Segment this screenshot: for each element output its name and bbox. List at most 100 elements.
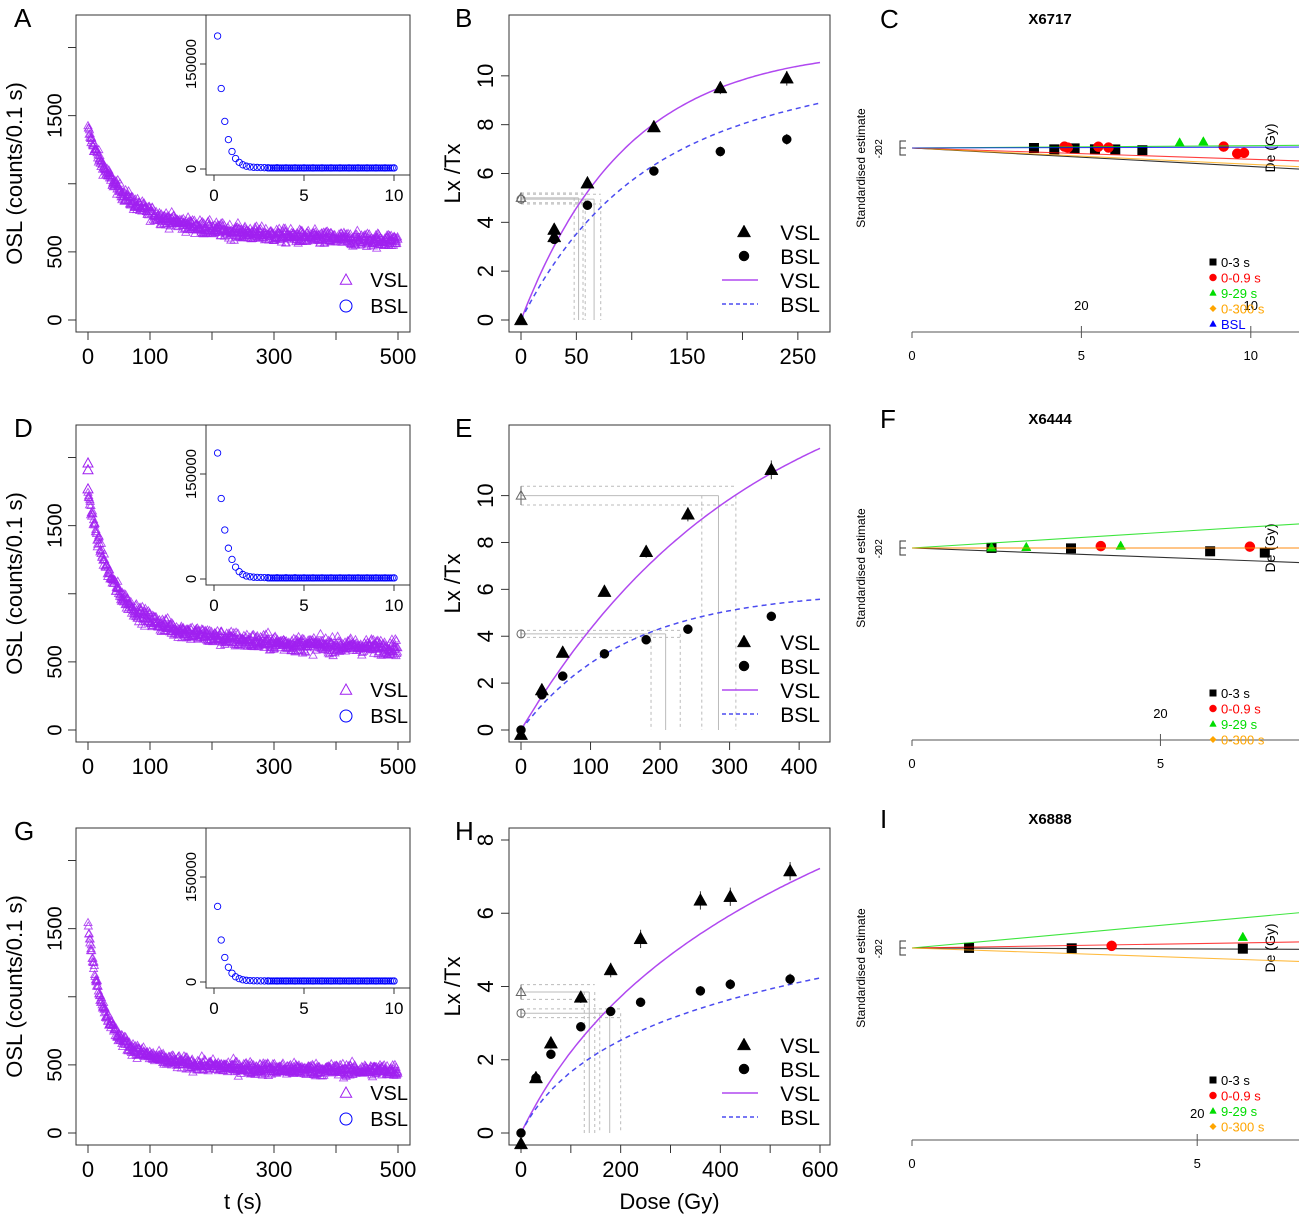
inset-data-point (365, 977, 373, 985)
data-point (1137, 145, 1148, 156)
inset-data-point (345, 164, 353, 172)
y-tick-label: 8 (473, 119, 498, 131)
inset-data-point (329, 164, 337, 172)
inset-data-point (287, 164, 295, 172)
data-point (1244, 541, 1256, 552)
inset-data-point (352, 977, 360, 985)
inset-data-point (271, 977, 279, 985)
legend-label: 0-3 s (1221, 255, 1250, 270)
data-point (223, 233, 234, 242)
data-point (366, 634, 377, 643)
precision-tick-label: 5 (1078, 348, 1085, 363)
x-tick-label: 0 (515, 1157, 527, 1182)
y-tick-label: 0 (473, 314, 498, 326)
data-point (1110, 144, 1121, 155)
x-tick-label: 600 (802, 1157, 839, 1182)
inset-data-point (264, 574, 272, 582)
legend-marker (339, 1112, 353, 1126)
data-point (164, 224, 174, 233)
inset-data-point (381, 164, 389, 172)
y-tick-label: 0 (44, 1127, 66, 1138)
inset-y-tick-label: 150000 (183, 449, 200, 499)
inset-data-point (372, 977, 380, 985)
inset-data-point (224, 544, 233, 552)
inset-data-point (347, 574, 355, 582)
data-point (782, 134, 792, 145)
inset-data-point (327, 574, 335, 582)
inset-data-point (339, 164, 348, 172)
inset-data-point (363, 164, 371, 172)
data-point (516, 1128, 526, 1138)
data-point (280, 223, 290, 232)
precision-tick-label: 5 (1194, 1156, 1201, 1171)
x-tick-label: 200 (602, 1157, 639, 1182)
x-tick-label: 300 (256, 754, 293, 779)
inset-data-point (352, 574, 360, 582)
legend-label: 9-29 s (1221, 286, 1258, 301)
data-point (89, 960, 100, 969)
legend-label: 0-300 s (1221, 302, 1265, 317)
data-point (154, 207, 165, 217)
x-tick-label: 100 (132, 754, 169, 779)
data-point (1218, 141, 1229, 152)
data-point (103, 1009, 114, 1019)
legend-marker (736, 1037, 752, 1051)
data-point (83, 921, 94, 930)
data-point (374, 643, 384, 652)
inset-data-point (273, 164, 281, 172)
y-tick-label: 0 (874, 545, 885, 551)
group-0-300-s (912, 547, 1299, 549)
inset-data-point (334, 977, 342, 985)
central-line (911, 147, 1299, 170)
data-point (725, 979, 736, 990)
inset-data-point (323, 977, 331, 985)
data-point (1205, 546, 1216, 557)
y-tick-label: 4 (473, 980, 498, 992)
data-point (208, 1053, 218, 1063)
data-point (89, 957, 99, 966)
series-bsl (516, 973, 795, 1138)
inset-data-point (275, 574, 283, 582)
inset-data-point (350, 164, 358, 172)
rse-tick-label: 20 (1153, 706, 1167, 721)
data-point (580, 175, 595, 189)
data-point (214, 227, 225, 236)
y-tick-label: 0 (473, 724, 498, 736)
inset-x-tick-label: 10 (385, 999, 404, 1018)
inset-data-point (276, 164, 285, 172)
inset-data-point (249, 163, 258, 171)
inset-data-point (302, 977, 310, 985)
fit-curve-bsl (520, 977, 821, 1134)
inset-data-point (221, 953, 229, 962)
data-point (112, 576, 123, 585)
inset-data-point (379, 977, 387, 985)
inset-data-point (375, 164, 384, 172)
data-point (1021, 541, 1032, 551)
inset-data-point (359, 574, 367, 582)
data-point (308, 1060, 318, 1069)
inset-data-point (291, 574, 299, 582)
inset-data-point (231, 973, 240, 981)
y-tick-label: 2 (473, 265, 498, 277)
inset-y-tick-label: 150000 (183, 39, 200, 89)
data-point (100, 1003, 110, 1013)
inset-data-point (321, 164, 330, 172)
legend-label: BSL (1221, 317, 1246, 332)
inset-data-point (267, 164, 276, 172)
inset-data-point (311, 574, 319, 582)
data-point (392, 1066, 403, 1075)
inset-data-point (388, 164, 396, 172)
inset-data-point (282, 164, 290, 172)
inset-data-point (312, 574, 321, 582)
inset-data-point (309, 164, 317, 172)
inset-data-point (375, 574, 384, 582)
data-point (95, 545, 106, 555)
inset-data-point (309, 977, 317, 985)
data-point (649, 166, 659, 176)
data-point (91, 524, 101, 533)
rse-tick-label: 20 (1074, 298, 1088, 313)
data-point (1115, 540, 1126, 550)
inset-data-point (287, 574, 295, 582)
plot-frame (508, 424, 831, 743)
